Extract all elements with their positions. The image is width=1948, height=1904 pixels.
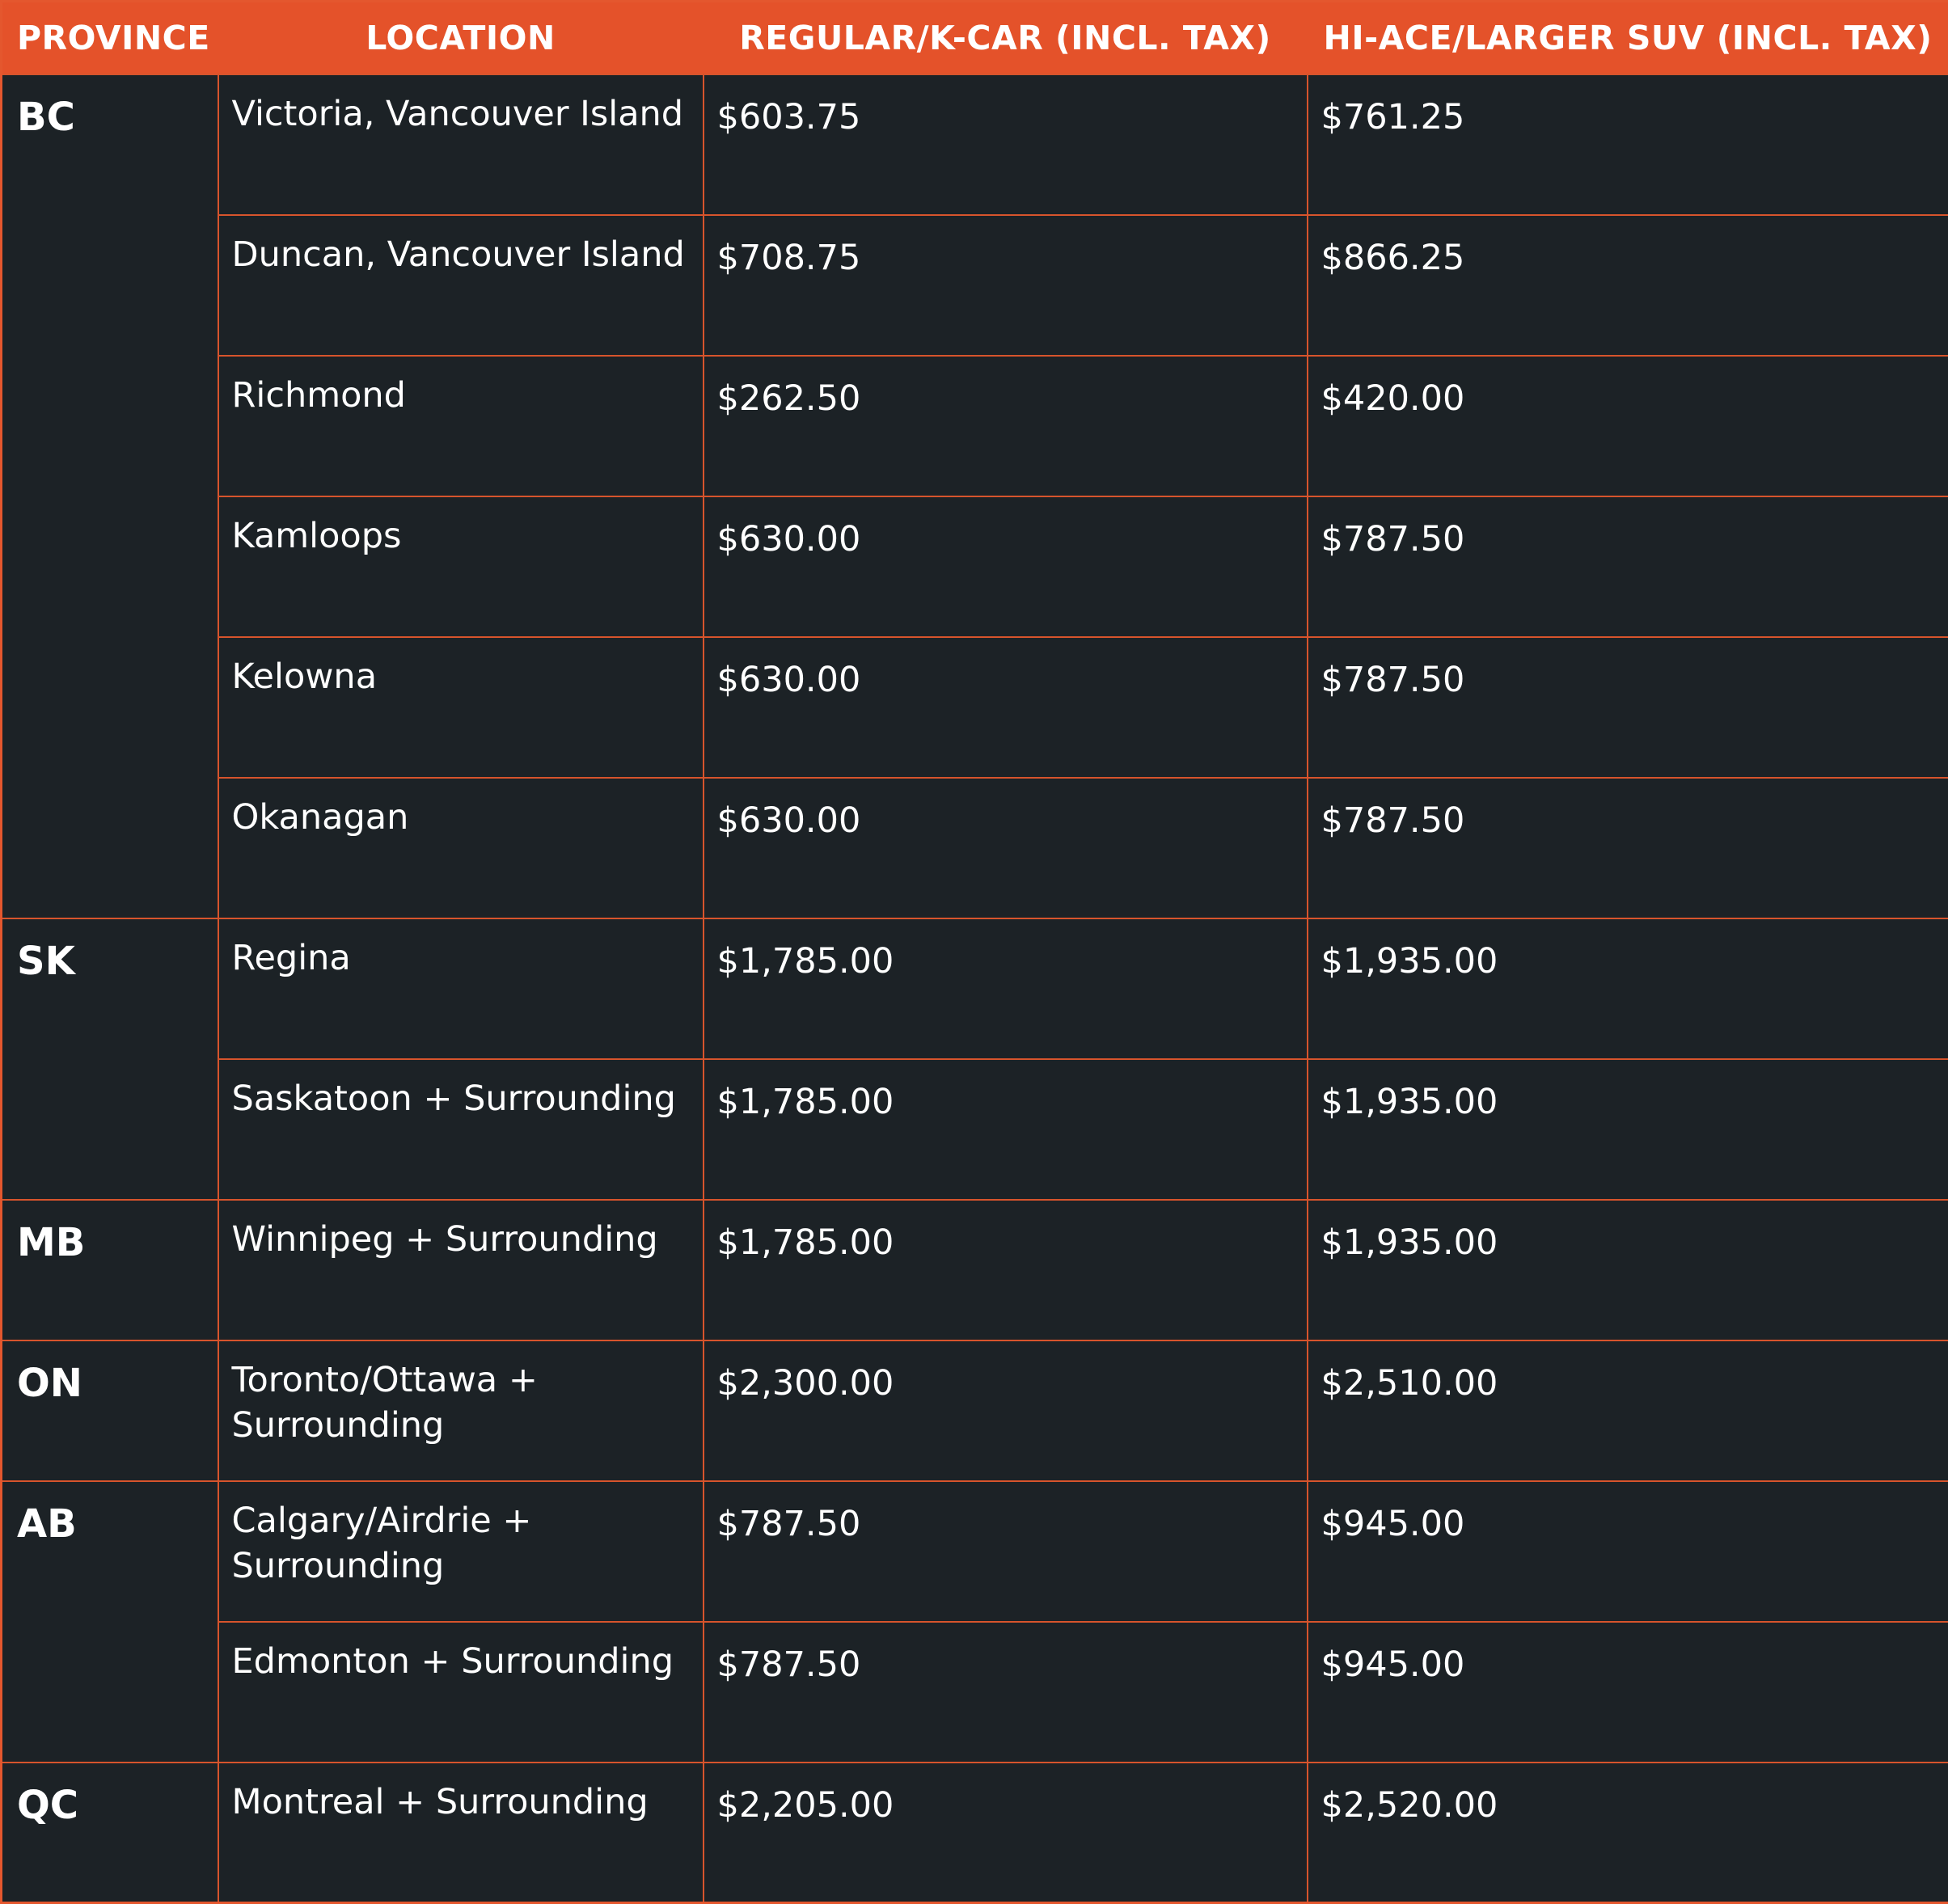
table-row: Kelowna$630.00$787.50: [2, 637, 1948, 778]
location-cell: Regina: [218, 918, 704, 1059]
province-cell: MB: [2, 1200, 218, 1340]
regular-price-cell: $787.50: [704, 1622, 1308, 1763]
header-province: PROVINCE: [2, 2, 218, 74]
location-cell: Kamloops: [218, 496, 704, 637]
regular-price-cell: $262.50: [704, 356, 1308, 496]
location-cell: Montreal + Surrounding: [218, 1763, 704, 1903]
regular-price-cell: $1,785.00: [704, 1059, 1308, 1200]
province-cell: ON: [2, 1340, 218, 1481]
table-row: Kamloops$630.00$787.50: [2, 496, 1948, 637]
regular-price-cell: $630.00: [704, 778, 1308, 918]
hiace-price-cell: $1,935.00: [1308, 1200, 1948, 1340]
location-cell: Edmonton + Surrounding: [218, 1622, 704, 1763]
hiace-price-cell: $761.25: [1308, 74, 1948, 215]
location-cell: Winnipeg + Surrounding: [218, 1200, 704, 1340]
location-cell: Calgary/Airdrie + Surrounding: [218, 1481, 704, 1622]
location-cell: Okanagan: [218, 778, 704, 918]
hiace-price-cell: $1,935.00: [1308, 1059, 1948, 1200]
hiace-price-cell: $787.50: [1308, 637, 1948, 778]
location-cell: Richmond: [218, 356, 704, 496]
location-cell: Kelowna: [218, 637, 704, 778]
hiace-price-cell: $1,935.00: [1308, 918, 1948, 1059]
province-cell: AB: [2, 1481, 218, 1763]
regular-price-cell: $708.75: [704, 215, 1308, 356]
table-row: Saskatoon + Surrounding$1,785.00$1,935.0…: [2, 1059, 1948, 1200]
regular-price-cell: $2,205.00: [704, 1763, 1308, 1903]
table-header: PROVINCE LOCATION REGULAR/K-CAR (INCL. T…: [2, 2, 1948, 74]
table-row: Edmonton + Surrounding$787.50$945.00: [2, 1622, 1948, 1763]
hiace-price-cell: $945.00: [1308, 1481, 1948, 1622]
regular-price-cell: $1,785.00: [704, 1200, 1308, 1340]
regular-price-cell: $630.00: [704, 496, 1308, 637]
hiace-price-cell: $787.50: [1308, 496, 1948, 637]
province-cell: QC: [2, 1763, 218, 1903]
hiace-price-cell: $420.00: [1308, 356, 1948, 496]
location-cell: Duncan, Vancouver Island: [218, 215, 704, 356]
location-cell: Saskatoon + Surrounding: [218, 1059, 704, 1200]
hiace-price-cell: $945.00: [1308, 1622, 1948, 1763]
province-cell: BC: [2, 74, 218, 918]
regular-price-cell: $603.75: [704, 74, 1308, 215]
table-row: Okanagan$630.00$787.50: [2, 778, 1948, 918]
regular-price-cell: $2,300.00: [704, 1340, 1308, 1481]
regular-price-cell: $630.00: [704, 637, 1308, 778]
location-cell: Victoria, Vancouver Island: [218, 74, 704, 215]
province-cell: SK: [2, 918, 218, 1200]
table-row: Richmond$262.50$420.00: [2, 356, 1948, 496]
header-location: LOCATION: [218, 2, 704, 74]
hiace-price-cell: $866.25: [1308, 215, 1948, 356]
hiace-price-cell: $2,510.00: [1308, 1340, 1948, 1481]
regular-price-cell: $787.50: [704, 1481, 1308, 1622]
header-row: PROVINCE LOCATION REGULAR/K-CAR (INCL. T…: [2, 2, 1948, 74]
header-regular-price: REGULAR/K-CAR (INCL. TAX): [704, 2, 1308, 74]
hiace-price-cell: $787.50: [1308, 778, 1948, 918]
regular-price-cell: $1,785.00: [704, 918, 1308, 1059]
table-row: Duncan, Vancouver Island$708.75$866.25: [2, 215, 1948, 356]
header-hiace-price: HI-ACE/LARGER SUV (INCL. TAX): [1308, 2, 1948, 74]
hiace-price-cell: $2,520.00: [1308, 1763, 1948, 1903]
location-cell: Toronto/Ottawa + Surrounding: [218, 1340, 704, 1481]
